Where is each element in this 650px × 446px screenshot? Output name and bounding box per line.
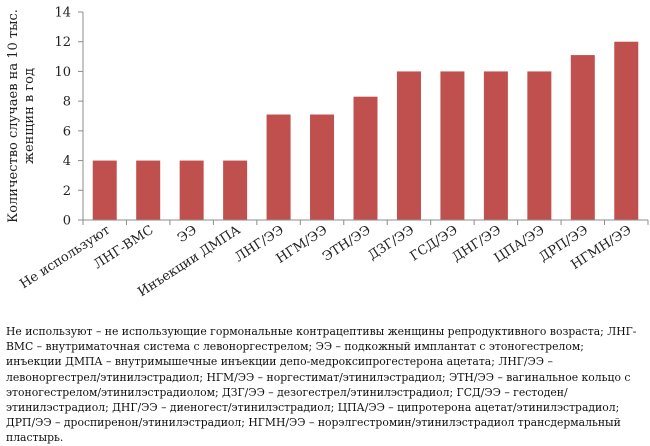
y-tick-label: 2 (63, 184, 71, 199)
y-tick-label: 10 (54, 65, 71, 80)
bar (223, 160, 248, 220)
figure-caption: Не используют – не использующие гормонал… (6, 325, 637, 445)
bar (266, 114, 291, 220)
y-tick-label: 8 (63, 95, 71, 110)
bar (353, 96, 378, 220)
y-tick-label: 0 (63, 214, 71, 229)
bar (396, 71, 421, 220)
bar (440, 71, 465, 220)
bar (614, 41, 639, 220)
y-tick-label: 14 (54, 6, 71, 21)
y-axis-title-line: женщин в год (22, 68, 37, 164)
bar (483, 71, 508, 220)
y-axis-title-line: Количество случаев на 10 тыс. (6, 9, 21, 223)
bar (179, 160, 204, 220)
y-tick-label: 12 (54, 35, 71, 50)
y-axis-label: Количество случаев на 10 тыс. женщин в го… (6, 9, 37, 223)
bar (310, 114, 335, 220)
bars (92, 41, 639, 221)
x-tick-label: ЭТН/ЭЭ (320, 223, 374, 265)
y-axis: 0 2 4 6 8 10 12 14 (54, 6, 84, 229)
x-tick-label: ДЗГ/ЭЭ (366, 223, 417, 264)
y-tick-label: 6 (63, 124, 71, 139)
bar-chart: Количество случаев на 10 тыс. женщин в го… (6, 6, 649, 300)
bar (527, 71, 552, 220)
y-tick-label: 4 (63, 154, 71, 169)
x-tick-label: ЭЭ (175, 223, 200, 246)
bar (570, 55, 595, 221)
bar (136, 160, 161, 220)
bar (92, 160, 117, 220)
